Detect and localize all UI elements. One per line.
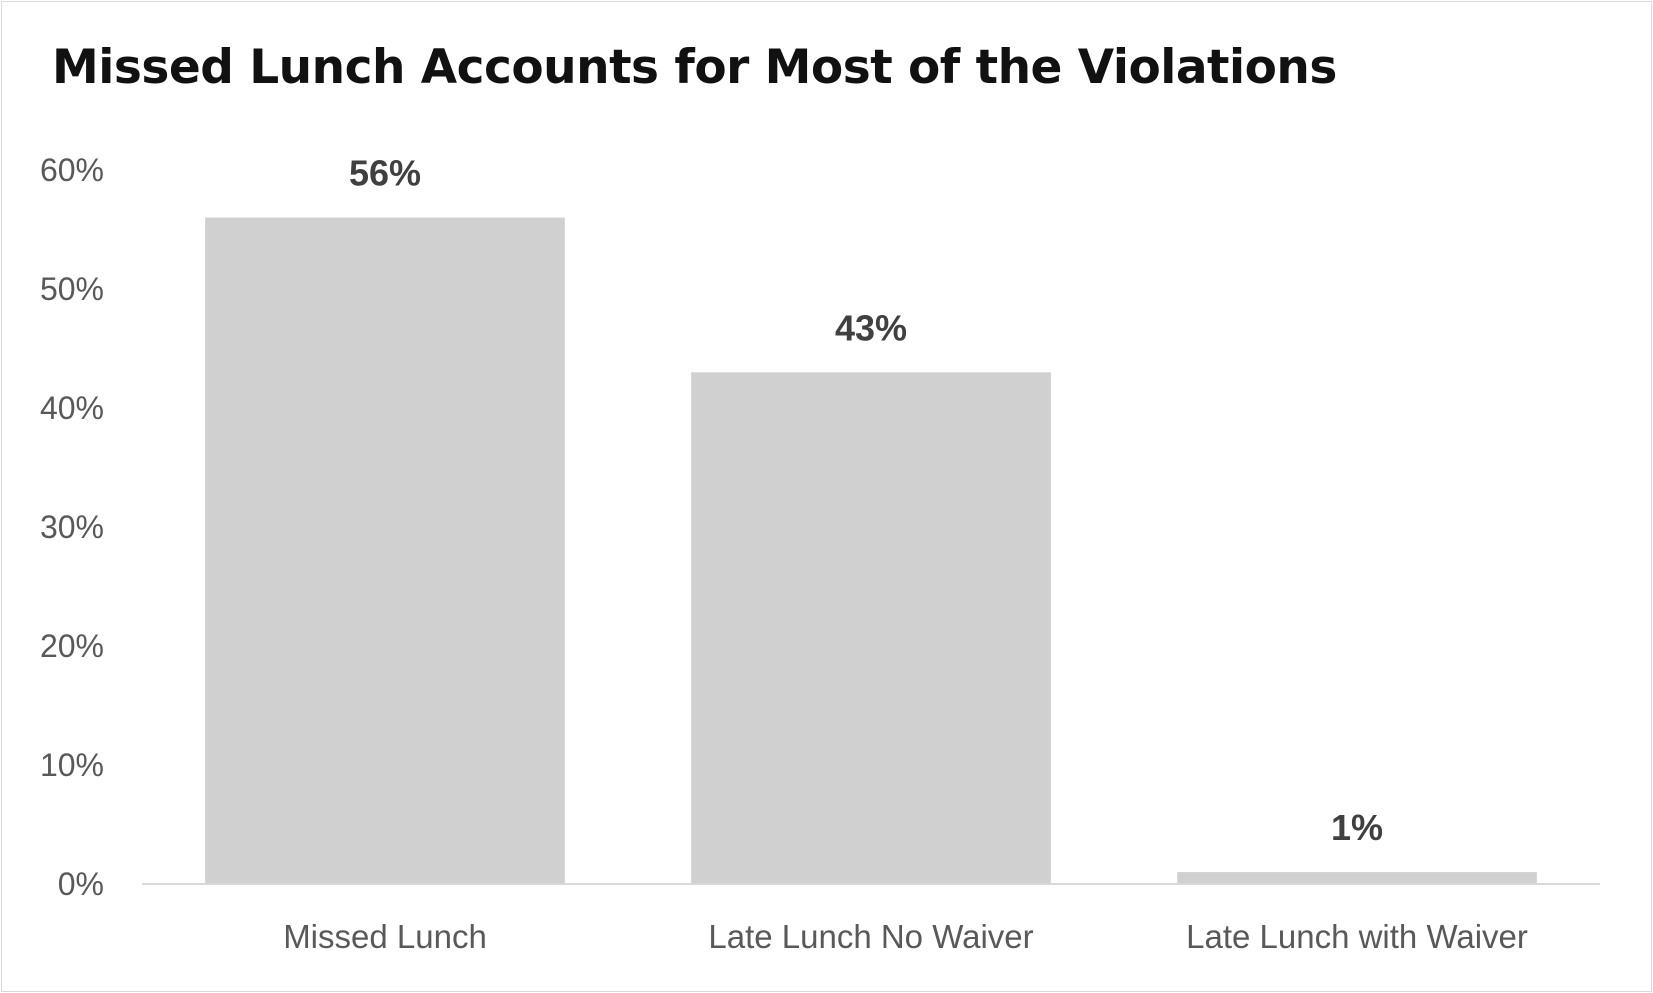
y-tick-label: 20% [40,628,104,664]
data-label: 43% [835,307,907,348]
bar [205,217,565,885]
y-tick-label: 40% [40,390,104,426]
y-tick-label: 30% [40,509,104,545]
y-tick-label: 50% [40,271,104,307]
category-label: Late Lunch No Waiver [708,918,1033,955]
y-tick-label: 0% [58,866,104,902]
y-tick-label: 10% [40,747,104,783]
y-tick-label: 60% [40,152,104,188]
bar [1177,872,1537,884]
data-label: 56% [349,153,421,194]
category-label: Late Lunch with Waiver [1186,918,1528,955]
chart-title: Missed Lunch Accounts for Most of the Vi… [52,40,1337,95]
category-label: Missed Lunch [283,918,487,955]
data-label: 1% [1331,807,1383,848]
bar [691,372,1051,884]
